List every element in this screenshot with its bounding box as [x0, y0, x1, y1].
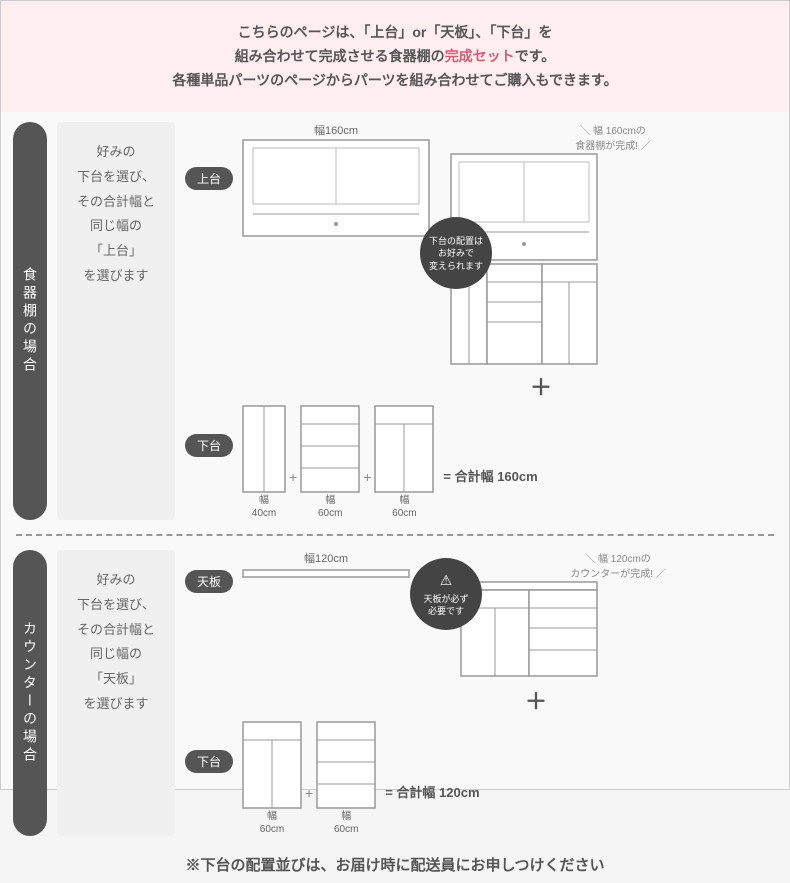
header-accent: 完成セット: [445, 48, 515, 64]
build-area-counter: 天板 幅120cm 幅 120cmの カウンターが完成!: [185, 550, 777, 836]
header-line2b: です。: [515, 48, 556, 64]
instruction-cupboard: 好みの 下台を選び、 その合計幅と 同じ幅の 「上台」 を選びます: [57, 122, 175, 520]
caption-cupboard: 幅 160cmの 食器棚が完成!: [449, 122, 777, 152]
dim-c2: 幅 60cm: [315, 810, 377, 836]
plus-icon: ＋: [295, 684, 777, 716]
dim-b2: 幅 60cm: [299, 494, 361, 520]
section-counter: カウンターの場合 好みの 下台を選び、 その合計幅と 同じ幅の 「天板」 を選び…: [1, 540, 789, 846]
cabinet-60b-icon: [373, 404, 435, 494]
section-cupboard: 食器棚の場合 好みの 下台を選び、 その合計幅と 同じ幅の 「上台」 を選びます…: [1, 112, 789, 530]
equals-2: = 合計幅 120cm: [379, 782, 479, 836]
tag-tenban: 天板: [185, 570, 233, 593]
tag-bottom: 下台: [185, 434, 233, 457]
cabinet-40-icon: [241, 404, 287, 494]
bubble-warn: ⚠天板が必ず 必要です: [410, 558, 482, 630]
header-line3: 各種単品パーツのページからパーツを組み合わせてご購入もできます。: [172, 72, 617, 88]
dim-tenban: 幅120cm: [241, 550, 411, 566]
header-banner: こちらのページは、「上台」or「天板」、「下台」を 組み合わせて完成させる食器棚…: [1, 1, 789, 112]
divider: [16, 534, 774, 536]
plus-icon: ＋: [305, 370, 777, 402]
vert-label-counter: カウンターの場合: [13, 550, 47, 836]
instruction-counter: 好みの 下台を選び、 その合計幅と 同じ幅の 「天板」 を選びます: [57, 550, 175, 836]
footer-note: ※下台の配置並びは、お届け時に配送員にお申しつけください: [1, 846, 789, 883]
tag-top: 上台: [185, 167, 233, 190]
dim-top: 幅160cm: [241, 122, 431, 138]
dim-c1: 幅 60cm: [241, 810, 303, 836]
equals-1: = 合計幅 160cm: [437, 466, 537, 520]
header-line2a: 組み合わせて完成させる食器棚の: [235, 48, 445, 64]
plus-sm-icon: +: [363, 469, 371, 520]
tenban-icon: [241, 566, 411, 580]
cabinet-c2-icon: [315, 720, 377, 810]
plus-sm-icon: +: [289, 469, 297, 520]
cabinet-60a-icon: [299, 404, 361, 494]
tag-bottom2: 下台: [185, 750, 233, 773]
caption-counter: 幅 120cmの カウンターが完成!: [459, 550, 777, 580]
plus-sm-icon: +: [305, 785, 313, 836]
bubble-arrange: 下台の配置は お好みで 変えられます: [420, 217, 492, 289]
vert-label-cupboard: 食器棚の場合: [13, 122, 47, 520]
dim-b1: 幅 40cm: [241, 494, 287, 520]
build-area-cupboard: 上台 幅160cm 幅 160cmの 食器棚が完成!: [185, 122, 777, 520]
cabinet-top-icon: [241, 138, 431, 238]
cabinet-c1-icon: [241, 720, 303, 810]
header-line1: こちらのページは、「上台」or「天板」、「下台」を: [238, 24, 553, 40]
dim-b3: 幅 60cm: [373, 494, 435, 520]
